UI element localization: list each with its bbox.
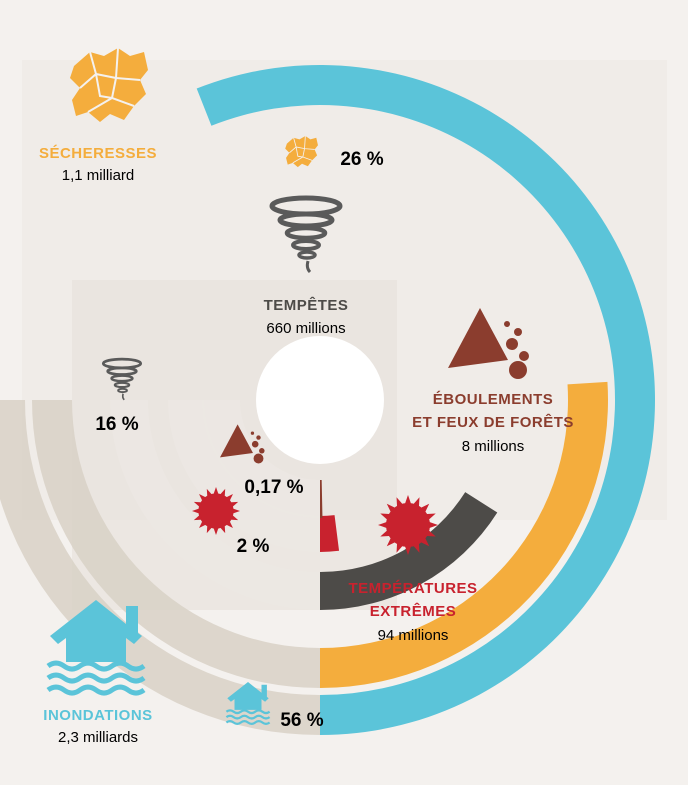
- value-secheresses: 1,1 milliard: [62, 167, 135, 184]
- percent-inondations: 56 %: [280, 710, 323, 731]
- band-secheresses: [32, 400, 320, 688]
- value-eboulements: 8 millions: [462, 438, 525, 455]
- label-eboulements-line1: ÉBOULEMENTS: [433, 391, 554, 408]
- value-temperatures: 94 millions: [378, 627, 449, 644]
- temperatures-sun-icon: [378, 495, 438, 555]
- arc-temperatures: [320, 515, 340, 552]
- label-eboulements-line2: ET FEUX DE FORÊTS: [412, 413, 574, 431]
- label-tempetes: TEMPÊTES: [264, 296, 349, 314]
- center-hole: [256, 336, 384, 464]
- small-sun-icon: [192, 487, 240, 535]
- label-temperatures-line1: TEMPÉRATURES: [348, 580, 477, 597]
- percent-tempetes: 16 %: [95, 414, 138, 435]
- arc-secheresses: [320, 381, 608, 688]
- percent-temperatures: 2 %: [237, 536, 270, 557]
- value-tempetes: 660 millions: [266, 320, 345, 337]
- band-inondations: [0, 400, 320, 735]
- percent-eboulements: 0,17 %: [244, 477, 303, 498]
- arc-eboulements: [320, 479, 323, 518]
- percent-secheresses: 26 %: [340, 149, 383, 170]
- label-inondations: INONDATIONS: [43, 707, 152, 724]
- band-temperatures: [168, 400, 320, 552]
- label-secheresses: SÉCHERESSES: [39, 145, 157, 162]
- value-inondations: 2,3 milliards: [58, 729, 138, 746]
- band-tempetes: [110, 400, 320, 610]
- label-temperatures-line2: EXTRÊMES: [370, 602, 457, 620]
